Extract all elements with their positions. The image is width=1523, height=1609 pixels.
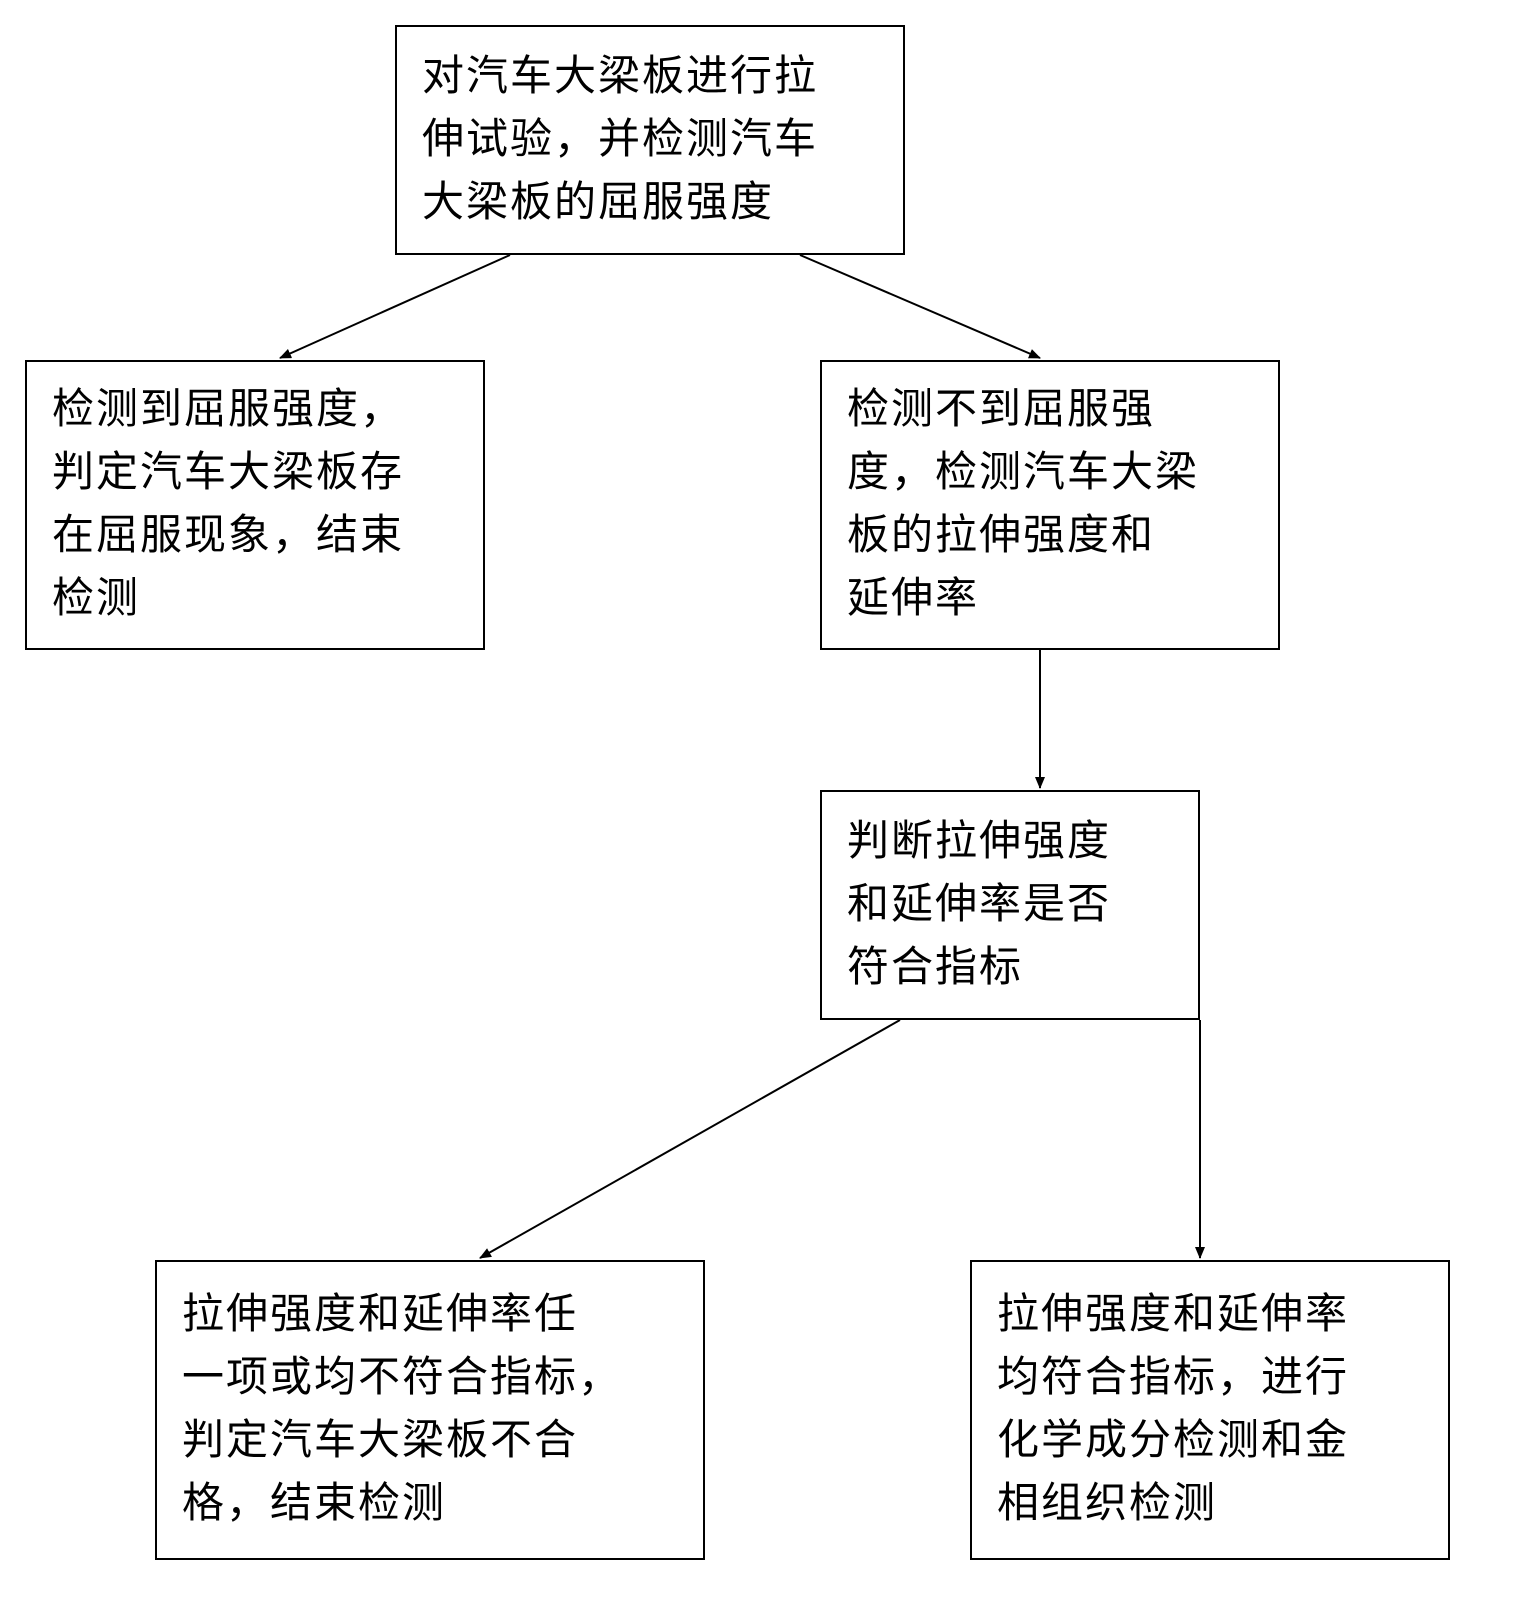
node-pass: 拉伸强度和延伸率 均符合指标，进行 化学成分检测和金 相组织检测: [970, 1260, 1450, 1560]
node-yield-not-detected: 检测不到屈服强 度，检测汽车大梁 板的拉伸强度和 延伸率: [820, 360, 1280, 650]
node-fail-text: 拉伸强度和延伸率任 一项或均不符合指标， 判定汽车大梁板不合 格，结束检测: [182, 1284, 622, 1536]
node-yield-not-detected-text: 检测不到屈服强 度，检测汽车大梁 板的拉伸强度和 延伸率: [847, 379, 1199, 631]
node-fail: 拉伸强度和延伸率任 一项或均不符合指标， 判定汽车大梁板不合 格，结束检测: [155, 1260, 705, 1560]
edge-n1-n2right: [800, 255, 1040, 358]
edge-n1-n2left: [280, 255, 510, 358]
node-start: 对汽车大梁板进行拉 伸试验，并检测汽车 大梁板的屈服强度: [395, 25, 905, 255]
node-start-text: 对汽车大梁板进行拉 伸试验，并检测汽车 大梁板的屈服强度: [422, 46, 818, 235]
edge-n3-n4left: [480, 1020, 900, 1258]
node-judge-tensile-text: 判断拉伸强度 和延伸率是否 符合指标: [847, 811, 1111, 1000]
node-yield-detected: 检测到屈服强度， 判定汽车大梁板存 在屈服现象，结束 检测: [25, 360, 485, 650]
node-yield-detected-text: 检测到屈服强度， 判定汽车大梁板存 在屈服现象，结束 检测: [52, 379, 404, 631]
node-judge-tensile: 判断拉伸强度 和延伸率是否 符合指标: [820, 790, 1200, 1020]
node-pass-text: 拉伸强度和延伸率 均符合指标，进行 化学成分检测和金 相组织检测: [997, 1284, 1349, 1536]
